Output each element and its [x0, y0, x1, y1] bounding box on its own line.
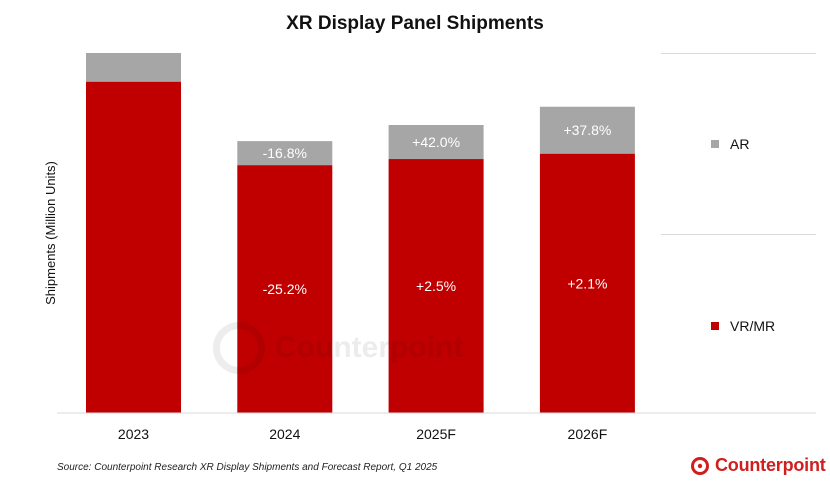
chart-title: XR Display Panel Shipments	[286, 13, 544, 34]
legend-item-vrmr: VR/MR	[711, 318, 775, 334]
counterpoint-logo-icon	[691, 456, 709, 475]
legend-label-vrmr: VR/MR	[730, 318, 776, 334]
bar-vrmr-2025f	[388, 159, 484, 413]
x-tick-label-2025f: 2025F	[416, 426, 456, 442]
legend-label-ar: AR	[730, 136, 750, 152]
bar-vrmr-2023	[86, 81, 181, 414]
bar-ar-2023	[86, 53, 181, 82]
data-label-vrmr-2024: -25.2%	[263, 281, 307, 297]
x-tick-label-2024: 2024	[269, 426, 300, 442]
bar-vrmr-2026f	[539, 153, 635, 413]
x-tick-labels: 2023 2024 2025F 2026F	[118, 426, 607, 442]
legend-swatch-ar	[711, 140, 719, 148]
data-label-ar-2025f: +42.0%	[412, 134, 460, 150]
counterpoint-logo: Counterpoint	[690, 455, 826, 476]
data-label-ar-2024: -16.8%	[263, 145, 307, 161]
bar-vrmr-2024	[237, 165, 333, 413]
source-note: Source: Counterpoint Research XR Display…	[57, 462, 438, 473]
logo-text: Counterpoint	[715, 455, 826, 475]
x-tick-label-2023: 2023	[118, 426, 149, 442]
data-label-vrmr-2026f: +2.1%	[567, 275, 607, 291]
watermark-text: Counterpoint	[275, 331, 464, 364]
bar-group: -25.2% -16.8% +2.5% +42.0% +2.1% +37.8%	[86, 53, 635, 414]
bar-ar-2024	[237, 141, 333, 166]
watermark-logo-icon	[213, 322, 265, 374]
legend-item-ar: AR	[711, 136, 749, 152]
bar-ar-2025f	[388, 125, 484, 160]
data-label-ar-2026f: +37.8%	[563, 122, 611, 138]
legend-swatch-vrmr	[711, 322, 719, 330]
x-tick-label-2026f: 2026F	[568, 426, 608, 442]
bar-ar-2026f	[539, 106, 635, 154]
y-axis-label: Shipments (Million Units)	[43, 161, 58, 305]
counterpoint-watermark: Counterpoint	[213, 322, 463, 374]
data-label-vrmr-2025f: +2.5%	[416, 278, 456, 294]
